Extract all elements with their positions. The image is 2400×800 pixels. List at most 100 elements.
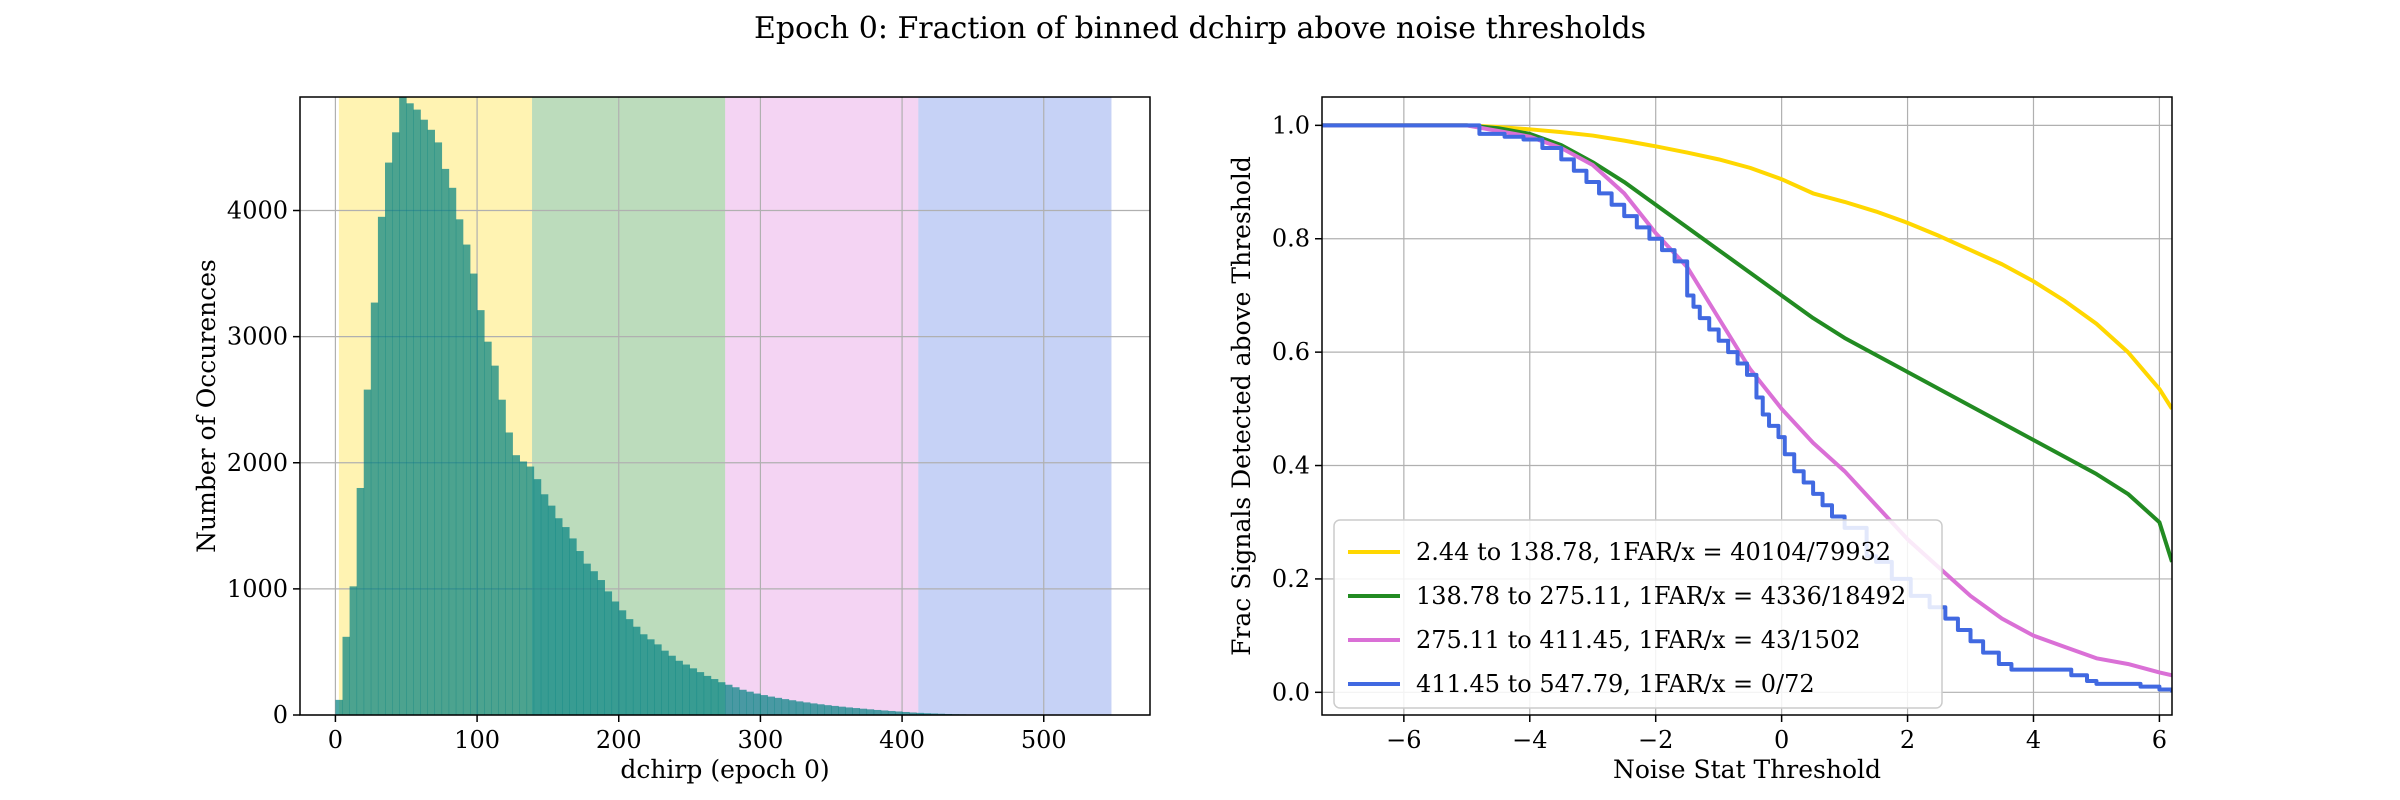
histogram-bar xyxy=(760,695,768,715)
histogram-x-tick-label: 500 xyxy=(1021,726,1067,754)
histogram-bar xyxy=(668,655,676,715)
histogram-bar xyxy=(753,693,761,715)
histogram-bars xyxy=(335,97,974,716)
histogram-bar xyxy=(675,660,683,715)
histogram-y-tick-label: 2000 xyxy=(227,449,288,477)
histogram-bar xyxy=(916,712,924,715)
detection-y-tick-label: 0.0 xyxy=(1272,678,1310,706)
histogram-bar xyxy=(356,487,365,715)
detection-y-tick-label: 0.6 xyxy=(1272,338,1310,366)
detection-series-line-3 xyxy=(1322,123,2172,693)
histogram-bar xyxy=(611,601,620,715)
histogram-bar xyxy=(434,142,443,716)
detection-series-line-0 xyxy=(1322,123,2172,410)
histogram-bar xyxy=(682,664,690,715)
histogram-bar xyxy=(590,571,598,715)
legend-entry-2: 275.11 to 411.45, 1FAR/x = 43/1502 xyxy=(1416,626,1861,654)
histogram-bar xyxy=(895,711,903,715)
histogram-y-axis-label: Number of Occurences xyxy=(192,259,221,553)
detection-y-tick-label: 1.0 xyxy=(1272,111,1310,139)
histogram-bar xyxy=(625,619,634,715)
histogram-bar xyxy=(654,644,662,715)
histogram-bar xyxy=(647,639,655,715)
histogram-bar xyxy=(930,713,938,715)
histogram-x-tick-label: 200 xyxy=(596,726,642,754)
histogram-bar xyxy=(873,709,882,715)
histogram-y-tick-label: 1000 xyxy=(227,575,288,603)
histogram-bar xyxy=(717,682,726,715)
histogram-bar xyxy=(597,580,605,715)
histogram-bar xyxy=(909,712,917,715)
detection-y-tick-label: 0.8 xyxy=(1272,225,1310,253)
dchirp-band-2 xyxy=(725,97,919,715)
histogram-bar xyxy=(689,668,698,715)
histogram-bar xyxy=(604,591,613,715)
detection-fraction-panel: −6 −4 −2 0 2 4 6 0.0 0.2 0.4 0.6 0.8 1.0 Noise Stat … xyxy=(1227,96,2173,784)
histogram-bar xyxy=(342,636,350,715)
histogram-bar xyxy=(526,466,535,715)
histogram-bar xyxy=(455,219,464,715)
histogram-bar xyxy=(420,119,428,716)
detection-y-tick-label: 0.2 xyxy=(1272,565,1310,593)
histogram-bar xyxy=(774,697,783,715)
detection-x-tick-label: −2 xyxy=(1638,726,1673,754)
histogram-bar xyxy=(739,689,747,715)
histogram-bar xyxy=(632,626,641,715)
histogram-bar xyxy=(512,455,520,715)
histogram-bar xyxy=(640,634,648,715)
histogram-bar xyxy=(413,109,421,715)
histogram-bar xyxy=(583,563,591,715)
detection-x-tick-label: −4 xyxy=(1512,726,1547,754)
histogram-bar xyxy=(406,103,414,715)
histogram-bar xyxy=(838,706,846,715)
histogram-bar xyxy=(370,302,379,715)
histogram-bar xyxy=(887,710,896,715)
detection-x-tick-label: 2 xyxy=(1900,726,1915,754)
histogram-bar xyxy=(547,505,556,715)
histogram-bar xyxy=(477,310,485,715)
histogram-bar xyxy=(385,162,393,715)
histogram-bar xyxy=(795,701,804,715)
histogram-x-tick-label: 300 xyxy=(738,726,784,754)
histogram-bar xyxy=(519,461,528,715)
histogram-bar xyxy=(505,432,513,715)
detection-y-tick-label: 0.4 xyxy=(1272,452,1310,480)
histogram-bar xyxy=(788,700,797,715)
detection-x-tick-label: 6 xyxy=(2152,726,2167,754)
histogram-ticks: 0 100 200 300 400 500 0 1000 2000 3000 4000 xyxy=(227,197,1067,754)
detection-x-tick-label: 0 xyxy=(1774,726,1789,754)
histogram-bar xyxy=(831,705,839,715)
legend-box xyxy=(1333,519,1943,709)
histogram-bar xyxy=(817,704,825,715)
histogram-bar xyxy=(349,586,358,715)
histogram-bar xyxy=(852,708,860,715)
histogram-bar xyxy=(746,691,754,715)
histogram-x-tick-label: 0 xyxy=(328,726,343,754)
histogram-bar xyxy=(491,365,499,715)
histogram-bar xyxy=(540,494,549,715)
histogram-bar xyxy=(392,132,400,716)
detection-fraction-ticks: −6 −4 −2 0 2 4 6 0.0 0.2 0.4 0.6 0.8 1.0 xyxy=(1272,111,2167,754)
histogram-y-tick-label: 4000 xyxy=(227,197,288,225)
histogram-bar xyxy=(498,399,506,715)
histogram-bar xyxy=(824,705,832,715)
histogram-bar xyxy=(732,687,740,715)
dchirp-band-3 xyxy=(918,97,1112,715)
detection-fraction-lines xyxy=(1322,123,2172,693)
histogram-bar xyxy=(767,696,775,715)
detection-fraction-x-axis-label: Noise Stat Threshold xyxy=(1613,755,1881,784)
histogram-panel: 0 100 200 300 400 500 0 1000 2000 3000 4000 dchirp… xyxy=(192,96,1151,784)
histogram-frame xyxy=(299,96,1151,716)
histogram-bar xyxy=(845,707,853,715)
histogram-y-tick-label: 3000 xyxy=(227,323,288,351)
detection-x-tick-label: −6 xyxy=(1386,726,1421,754)
figure-title: Epoch 0: Fraction of binned dchirp above… xyxy=(754,11,1646,46)
detection-fraction-y-axis-label: Frac Signals Detected above Threshold xyxy=(1227,156,1256,656)
detection-x-tick-label: 4 xyxy=(2026,726,2041,754)
histogram-bar xyxy=(363,389,372,715)
histogram-bar xyxy=(576,551,584,715)
histogram-bar xyxy=(448,187,457,715)
histogram-bar xyxy=(696,672,705,715)
histogram-x-tick-label: 100 xyxy=(454,726,500,754)
histogram-bar xyxy=(484,341,492,715)
